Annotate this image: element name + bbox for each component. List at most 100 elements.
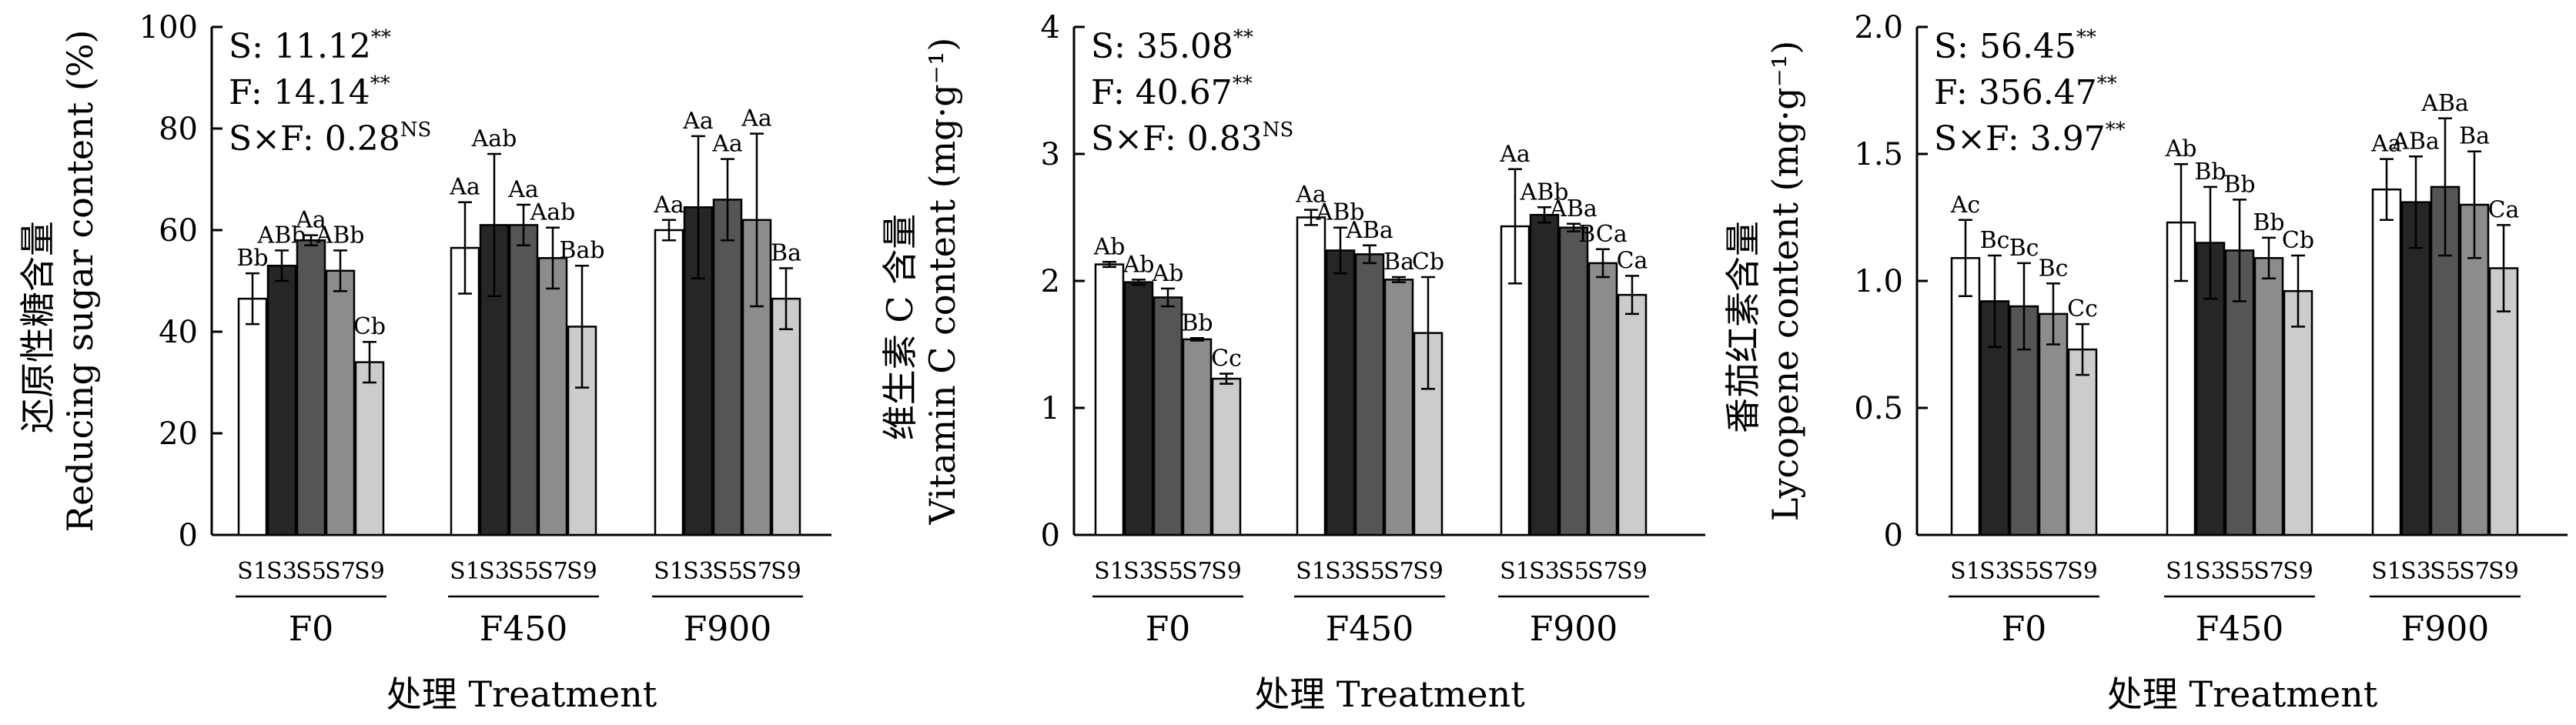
stat-line: F: 40.67** — [1091, 72, 1253, 112]
group-label: F450 — [1326, 610, 1414, 649]
bar-S3 — [266, 264, 297, 536]
bar-S1 — [237, 297, 268, 536]
significance-label: Cb — [353, 313, 386, 340]
group-label: F0 — [2002, 610, 2047, 649]
significance-label: Aa — [1295, 182, 1326, 209]
group-label: F0 — [289, 610, 334, 649]
significance-label: Cb — [2282, 227, 2314, 254]
significance-label: Aa — [449, 174, 480, 201]
sample-label: S7 — [2459, 558, 2490, 585]
bar-group-F0: Ac S1 Bc S3 Bc S5 Bc S7 Cc S9 F0 — [1949, 192, 2099, 649]
group-label: F900 — [684, 610, 772, 649]
stat-line: S: 11.12** — [229, 26, 391, 66]
sample-label: S5 — [712, 558, 743, 585]
bar-S5 — [508, 224, 539, 536]
sample-label: S1 — [654, 558, 684, 585]
significance-label: Bb — [236, 245, 268, 272]
significance-label: ABa — [1549, 195, 1597, 222]
significance-label: Bb — [2253, 209, 2284, 236]
sample-label: S9 — [1211, 558, 1242, 585]
y-tick-label: 0 — [179, 518, 198, 553]
sample-label: S9 — [771, 558, 801, 585]
bar-S3 — [1123, 281, 1154, 536]
sample-label: S7 — [1182, 558, 1213, 585]
bar-S5 — [296, 239, 326, 536]
sample-label: S9 — [1413, 558, 1444, 585]
stat-line: S×F: 3.97** — [1934, 119, 2126, 159]
group-label: F0 — [1146, 610, 1191, 649]
significance-label: ABa — [2391, 128, 2440, 155]
group-label: F900 — [1530, 610, 1618, 649]
sample-label: S7 — [2253, 558, 2284, 585]
y-tick-label: 2.0 — [1854, 10, 1903, 45]
sample-label: S7 — [537, 558, 568, 585]
sample-label: S5 — [2224, 558, 2255, 585]
significance-label: ABb — [1316, 199, 1365, 226]
bar-S9 — [771, 297, 801, 536]
bar-S5 — [712, 199, 743, 536]
stat-line: F: 14.14** — [229, 72, 390, 112]
significance-label: ABb — [316, 222, 365, 249]
significance-label: Ba — [1383, 249, 1414, 276]
significance-label: Bb — [1181, 309, 1213, 336]
bar-group-F900: Aa S1 Aa S3 Aa S5 Aa S7 Ba S9 F900 — [652, 105, 803, 649]
significance-label: Ab — [2165, 135, 2197, 162]
significance-label: Ba — [2459, 123, 2490, 150]
significance-label: ABa — [2420, 90, 2469, 117]
significance-label: Ab — [1122, 251, 1155, 278]
bar-S3 — [1529, 213, 1560, 536]
x-axis-title: 处理 Treatment — [1254, 673, 1525, 715]
significance-label: Cb — [1412, 249, 1444, 276]
bar-group-F900: Aa S1 ABa S3 ABa S5 Ba S7 Ca S9 F900 — [2370, 90, 2521, 649]
bar-S5 — [1558, 226, 1589, 536]
stat-line: S×F: 0.28NS — [229, 119, 431, 159]
sample-label: S3 — [1325, 558, 1356, 585]
bar-S1 — [450, 246, 480, 536]
significance-label: Ab — [1093, 233, 1126, 260]
sample-label: S9 — [2488, 558, 2519, 585]
y-axis-title-en: Vitamin C content (mg·g⁻¹) — [922, 38, 963, 526]
bar-group-F450: Aa S1 ABb S3 ABa S5 Ba S7 Cb S9 F450 — [1294, 182, 1445, 649]
sample-label: S9 — [1617, 558, 1648, 585]
sample-label: S1 — [1500, 558, 1531, 585]
bar-group-F450: Aa S1 Aab S3 Aa S5 Aab S7 Bab S9 F450 — [448, 125, 605, 649]
bar-S9 — [1617, 293, 1648, 536]
sample-label: S1 — [237, 558, 268, 585]
sample-label: S1 — [2371, 558, 2402, 585]
bar-S7 — [325, 269, 356, 536]
y-tick-label: 80 — [159, 112, 198, 147]
y-axis-title-en: Reducing sugar content (%) — [59, 30, 101, 533]
significance-label: BCa — [1578, 221, 1628, 248]
sample-label: S7 — [1383, 558, 1414, 585]
stat-line: F: 356.47** — [1934, 72, 2117, 112]
bar-S5 — [1354, 253, 1385, 536]
group-label: F450 — [480, 610, 568, 649]
sample-label: S1 — [1950, 558, 1981, 585]
significance-label: Cc — [2067, 296, 2098, 322]
significance-label: Aab — [471, 125, 517, 152]
stat-line: S: 35.08** — [1091, 26, 1253, 66]
sample-label: S3 — [266, 558, 297, 585]
y-tick-label: 0 — [1041, 518, 1060, 553]
y-axis-title-cn: 还原性糖含量 — [17, 221, 59, 433]
significance-label: ABa — [1345, 217, 1393, 244]
bar-group-F0: Ab S1 Ab S3 Ab S5 Bb S7 Cc S9 F0 — [1092, 233, 1243, 649]
significance-label: Aa — [682, 108, 714, 135]
chart-panel-1: 0 20 40 60 80 100 还原性糖含量 Reducing sugar content… — [17, 10, 831, 715]
significance-label: Aa — [507, 176, 539, 203]
bar-S1 — [1950, 257, 1981, 536]
chart-panel-2: 0 1 2 3 4 维生素 C 含量 Vitamin C content (mg·g⁻¹) S… — [879, 10, 1705, 715]
sample-label: S3 — [1123, 558, 1154, 585]
bar-S7 — [1182, 338, 1213, 536]
sample-label: S9 — [354, 558, 385, 585]
significance-label: Aa — [1499, 141, 1531, 168]
stat-line: S: 56.45** — [1934, 26, 2096, 66]
significance-label: Bc — [2039, 255, 2069, 282]
y-tick-label: 1.0 — [1854, 264, 1903, 299]
significance-label: Ab — [1152, 260, 1184, 287]
sample-label: S7 — [325, 558, 356, 585]
significance-label: ABb — [1520, 179, 1569, 205]
bar-S1 — [1094, 263, 1125, 536]
bar-S1 — [1296, 216, 1326, 536]
